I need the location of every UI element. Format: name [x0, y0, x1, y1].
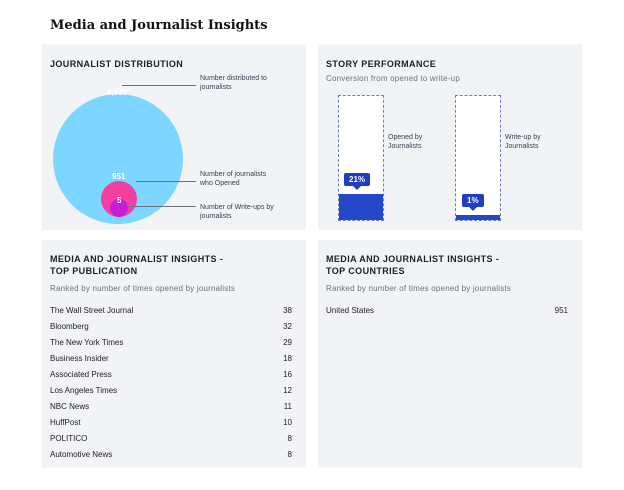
list-item: The Wall Street Journal 38: [50, 302, 292, 318]
list-item-name: Automotive News: [50, 449, 113, 459]
list-item-count: 32: [283, 321, 292, 331]
countries-subtitle: Ranked by number of times opened by jour…: [326, 284, 512, 293]
writeup-bar-label: Write-up by Journalists: [505, 134, 541, 150]
list-item-count: 18: [283, 353, 292, 363]
writeups-circle: [110, 199, 128, 217]
list-item: Automotive News 8: [50, 446, 292, 462]
list-item: United States 951: [326, 302, 568, 318]
list-item: POLITICO 8: [50, 430, 292, 446]
list-item-name: Associated Press: [50, 369, 112, 379]
opened-bar-track: [338, 95, 384, 221]
list-item-name: The Wall Street Journal: [50, 305, 134, 315]
list-item-name: United States: [326, 305, 375, 315]
list-item-name: Business Insider: [50, 353, 109, 363]
list-item: The New York Times 29: [50, 334, 292, 350]
country-list: United States 951: [326, 302, 568, 318]
list-item: HuffPost 10: [50, 414, 292, 430]
distributed-label: Number distributed to journalists: [200, 75, 267, 91]
story-performance-card: STORY PERFORMANCE Conversion from opened…: [318, 44, 582, 230]
performance-subtitle: Conversion from opened to write-up: [326, 74, 460, 83]
writeups-leader-line: [128, 206, 196, 207]
list-item: Los Angeles Times 12: [50, 382, 292, 398]
list-item-count: 8: [287, 449, 292, 459]
publication-list: The Wall Street Journal 38 Bloomberg 32 The …: [50, 302, 292, 462]
journalist-distribution-card: JOURNALIST DISTRIBUTION 4,530 951 5 Numb…: [42, 44, 306, 230]
distributed-circle: [53, 94, 183, 224]
top-countries-card: MEDIA AND JOURNALIST INSIGHTS - TOP COUN…: [318, 240, 582, 468]
list-item-name: Bloomberg: [50, 321, 89, 331]
list-item-name: NBC News: [50, 401, 90, 411]
writeup-pct-badge: 1%: [462, 194, 484, 211]
writeups-label: Number of Write-ups by journalists: [200, 204, 274, 220]
performance-title: STORY PERFORMANCE: [326, 59, 437, 69]
publication-title: MEDIA AND JOURNALIST INSIGHTS - TOP PUBL…: [50, 254, 224, 276]
opened-pct-badge: 21%: [344, 173, 371, 190]
top-publication-card: MEDIA AND JOURNALIST INSIGHTS - TOP PUBL…: [42, 240, 306, 468]
opened-leader-line: [136, 181, 196, 182]
list-item-count: 12: [283, 385, 292, 395]
list-item-count: 16: [283, 369, 292, 379]
opened-bar-label: Opened by Journalists: [388, 134, 423, 150]
distribution-bubbles: [53, 94, 183, 224]
list-item: Associated Press 16: [50, 366, 292, 382]
list-item-count: 29: [283, 337, 292, 347]
publication-subtitle: Ranked by number of times opened by jour…: [50, 284, 236, 293]
list-item-count: 8: [287, 433, 292, 443]
list-item: Business Insider 18: [50, 350, 292, 366]
list-item-count: 38: [283, 305, 292, 315]
list-item: Bloomberg 32: [50, 318, 292, 334]
list-item-name: Los Angeles Times: [50, 385, 118, 395]
list-item-name: POLITICO: [50, 433, 88, 443]
distributed-value: 4,530: [107, 88, 128, 97]
distributed-leader-line: [122, 85, 196, 86]
list-item-name: The New York Times: [50, 337, 124, 347]
opened-value: 951: [112, 172, 126, 181]
list-item: NBC News 11: [50, 398, 292, 414]
list-item-count: 951: [554, 305, 568, 315]
distribution-title: JOURNALIST DISTRIBUTION: [50, 59, 184, 69]
opened-label: Number of journalists who Opened: [200, 171, 267, 187]
countries-title: MEDIA AND JOURNALIST INSIGHTS - TOP COUN…: [326, 254, 500, 276]
writeups-value: 5: [117, 196, 122, 205]
writeup-bar-fill: [456, 215, 500, 220]
list-item-name: HuffPost: [50, 417, 81, 427]
opened-bar-fill: [339, 194, 383, 220]
list-item-count: 11: [283, 401, 292, 411]
list-item-count: 10: [283, 417, 292, 427]
page-title: Media and Journalist Insights: [50, 18, 268, 33]
